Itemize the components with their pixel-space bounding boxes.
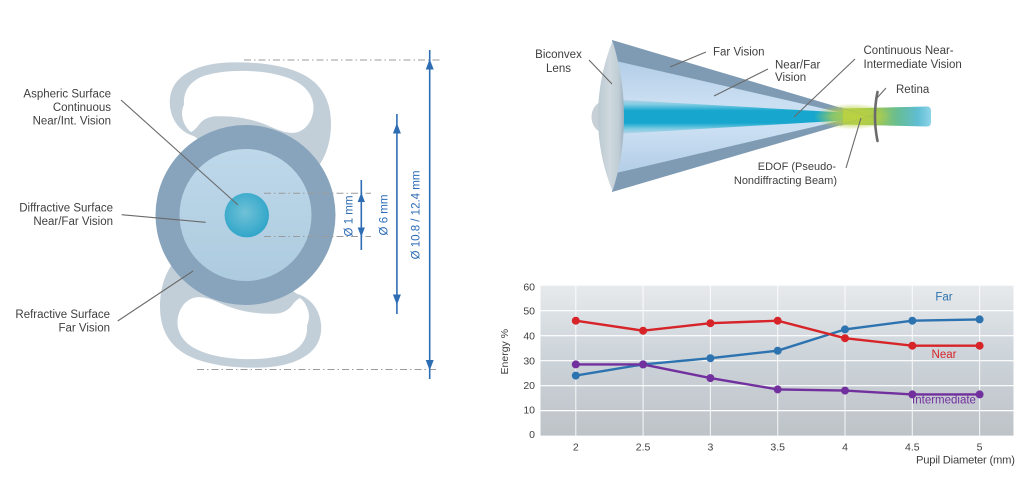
svg-text:Continuous Near-: Continuous Near- [864, 45, 954, 57]
svg-text:Lens: Lens [546, 63, 571, 75]
svg-text:Ø 10.8 / 12.4 mm: Ø 10.8 / 12.4 mm [411, 171, 423, 260]
svg-text:3.5: 3.5 [770, 442, 785, 454]
svg-text:Far Vision: Far Vision [58, 323, 110, 335]
svg-text:20: 20 [523, 380, 535, 392]
svg-text:60: 60 [523, 281, 535, 293]
svg-text:Diffractive Surface: Diffractive Surface [19, 203, 113, 215]
svg-text:Intermediate: Intermediate [912, 395, 976, 407]
svg-text:2.5: 2.5 [636, 442, 651, 454]
svg-text:0: 0 [529, 429, 535, 441]
svg-text:Near/Far Vision: Near/Far Vision [33, 216, 113, 228]
svg-text:Energy %: Energy % [499, 329, 511, 375]
svg-text:40: 40 [523, 330, 535, 342]
svg-text:Continuous: Continuous [53, 102, 111, 114]
svg-text:3: 3 [707, 442, 713, 454]
svg-text:Far: Far [935, 292, 952, 304]
svg-text:4.5: 4.5 [905, 442, 920, 454]
svg-text:Near: Near [932, 349, 957, 361]
svg-text:30: 30 [523, 355, 535, 367]
svg-text:Far Vision: Far Vision [713, 47, 765, 59]
svg-text:Retina: Retina [896, 84, 930, 96]
svg-text:Refractive Surface: Refractive Surface [15, 309, 110, 321]
svg-text:Nondiffracting Beam): Nondiffracting Beam) [734, 175, 837, 187]
svg-text:5: 5 [977, 442, 983, 454]
svg-text:Ø 6 mm: Ø 6 mm [379, 195, 391, 236]
svg-text:Vision: Vision [775, 72, 806, 84]
svg-text:Ø 1 mm: Ø 1 mm [344, 196, 356, 237]
svg-text:Intermediate Vision: Intermediate Vision [864, 59, 962, 71]
svg-text:2: 2 [573, 442, 579, 454]
svg-text:Near/Far: Near/Far [775, 60, 821, 72]
svg-text:Near/Int. Vision: Near/Int. Vision [33, 116, 111, 128]
svg-text:Pupil Diameter (mm): Pupil Diameter (mm) [916, 455, 1015, 467]
svg-text:Biconvex: Biconvex [535, 49, 582, 61]
svg-text:10: 10 [523, 404, 535, 416]
svg-text:Aspheric Surface: Aspheric Surface [23, 89, 111, 101]
svg-text:4: 4 [842, 442, 848, 454]
svg-text:EDOF (Pseudo-: EDOF (Pseudo- [758, 161, 837, 173]
svg-text:50: 50 [523, 306, 535, 318]
